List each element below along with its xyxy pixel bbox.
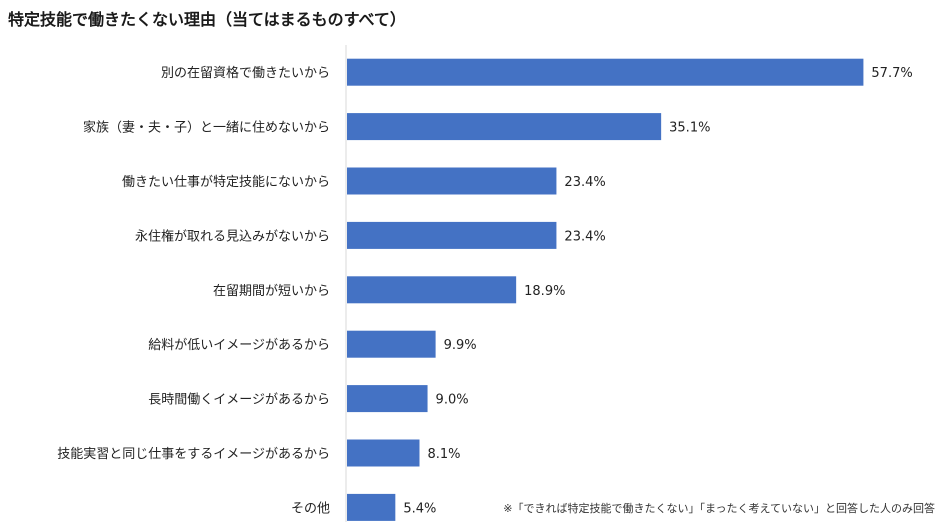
category-label: 別の在留資格で働きたいから bbox=[161, 65, 330, 81]
bar bbox=[347, 276, 517, 304]
value-label: 9.0% bbox=[436, 393, 469, 408]
chart-title: 特定技能で働きたくない理由（当てはまるものすべて） bbox=[8, 10, 406, 29]
category-label: 技能実習と同じ仕事をするイメージがあるから bbox=[57, 446, 330, 462]
category-label: 働きたい仕事が特定技能にないから bbox=[122, 175, 330, 190]
bar bbox=[347, 385, 428, 413]
bar bbox=[347, 167, 557, 195]
value-label: 23.4% bbox=[564, 175, 605, 190]
value-label: 23.4% bbox=[564, 229, 605, 244]
footnote: ※「できれば特定技能で働きたくない」「まったく考えていない」と回答した人のみ回答 bbox=[503, 502, 935, 515]
bar bbox=[347, 113, 662, 141]
bar bbox=[347, 330, 436, 358]
bar bbox=[347, 58, 864, 86]
value-label: 9.9% bbox=[444, 338, 477, 353]
bar bbox=[347, 221, 557, 249]
bar bbox=[347, 439, 420, 467]
value-label: 5.4% bbox=[403, 501, 436, 516]
value-label: 18.9% bbox=[524, 284, 565, 299]
category-label: 家族（妻・夫・子）と一緒に住めないから bbox=[83, 120, 330, 136]
value-label: 57.7% bbox=[871, 66, 912, 81]
category-label: 給料が低いイメージがあるから bbox=[148, 338, 330, 353]
value-label: 35.1% bbox=[669, 121, 710, 136]
category-label: 永住権が取れる見込みがないから bbox=[135, 228, 330, 244]
category-label: 長時間働くイメージがあるから bbox=[148, 393, 330, 408]
category-label: その他 bbox=[291, 501, 330, 516]
bar bbox=[347, 493, 396, 521]
category-label: 在留期間が短いから bbox=[213, 284, 330, 299]
value-label: 8.1% bbox=[427, 447, 460, 462]
